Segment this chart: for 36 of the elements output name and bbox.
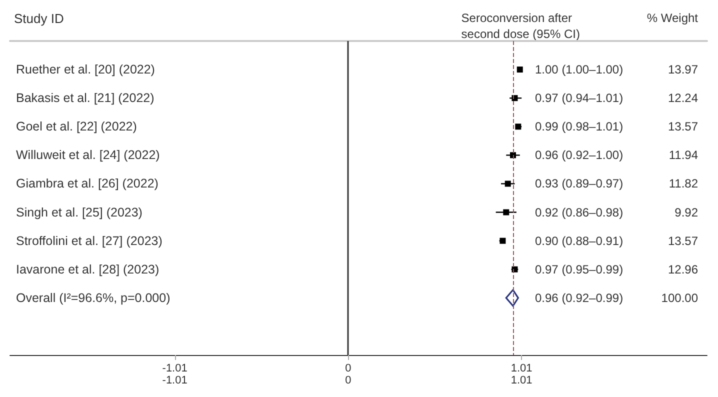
text: % Weight bbox=[646, 11, 699, 25]
x-tick-label: 1.01 bbox=[510, 362, 532, 374]
x-tick-label: 0 bbox=[345, 362, 352, 374]
y-tick-label: Iavarone et al. [28] (2023) bbox=[16, 262, 160, 276]
y-tick-label: Stroffolini et al. [27] (2023) bbox=[16, 234, 162, 248]
annotation: 13.97 bbox=[668, 62, 698, 77]
data-label: 0.93 (0.89–0.97) bbox=[535, 176, 624, 191]
data-label: 0.90 (0.88–0.91) bbox=[535, 234, 624, 248]
annotation: Seroconversion after second dose (95% CI) bbox=[461, 11, 580, 41]
annotation: 9.92 bbox=[674, 205, 698, 220]
data-label: 0.96 (0.92–0.99) bbox=[535, 290, 624, 305]
annotation: 12.96 bbox=[668, 262, 698, 276]
y-tick-label: Giambra et al. [26] (2022) bbox=[16, 176, 158, 191]
annotation: 100.00 bbox=[661, 290, 698, 305]
y-tick-label: Bakasis et al. [21] (2022) bbox=[16, 91, 154, 106]
annotation: 11.82 bbox=[668, 176, 698, 191]
data-label: 1.00 (1.00–1.00) bbox=[535, 62, 624, 77]
data-label: 0.99 (0.98–1.01) bbox=[535, 120, 624, 134]
x2-tick-label: 1.01 bbox=[510, 374, 532, 386]
x2-tick-label: -1.01 bbox=[162, 374, 188, 386]
annotation: 13.57 bbox=[668, 234, 698, 248]
y-axis-title: Study ID bbox=[14, 11, 64, 26]
y-tick-label: Overall (I²=96.6%, p=0.000) bbox=[16, 290, 170, 305]
y-tick-label: Singh et al. [25] (2023) bbox=[16, 205, 142, 220]
data-label: 0.97 (0.94–1.01) bbox=[535, 91, 624, 106]
y-tick-label: Willuweit et al. [24] (2022) bbox=[16, 148, 160, 162]
x-tick-label: -1.01 bbox=[162, 362, 188, 374]
data-label: 0.97 (0.95–0.99) bbox=[535, 262, 624, 276]
annotation: 11.94 bbox=[668, 148, 698, 162]
y-tick-label: Goel et al. [22] (2022) bbox=[16, 120, 137, 134]
data-label: 0.96 (0.92–1.00) bbox=[535, 148, 624, 162]
annotation: 13.57 bbox=[668, 120, 698, 134]
x2-tick-label: 0 bbox=[345, 374, 352, 386]
data-label: 0.92 (0.86–0.98) bbox=[535, 205, 624, 220]
annotation: 12.24 bbox=[668, 91, 698, 106]
y-tick-label: Ruether et al. [20] (2022) bbox=[16, 62, 155, 77]
